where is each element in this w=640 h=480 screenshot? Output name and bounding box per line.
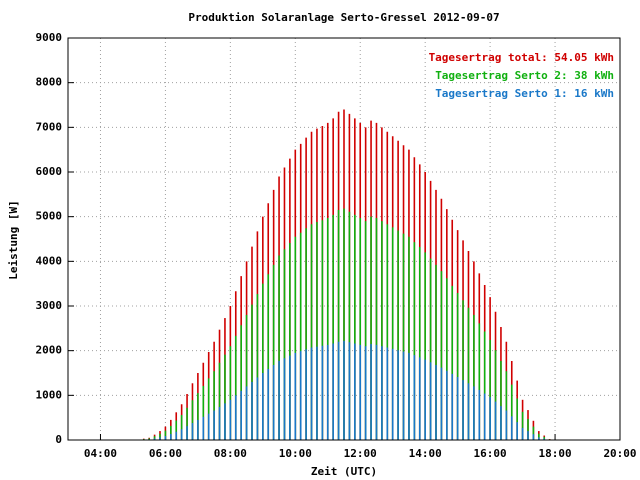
y-tick-label: 3000 — [36, 299, 63, 312]
x-axis-label: Zeit (UTC) — [311, 465, 377, 478]
legend-entry: Tagesertrag Serto 2: 38 kWh — [435, 69, 614, 82]
x-tick-label: 10:00 — [279, 447, 312, 460]
y-tick-label: 5000 — [36, 210, 63, 223]
x-tick-label: 20:00 — [603, 447, 636, 460]
x-tick-label: 18:00 — [538, 447, 571, 460]
y-tick-label: 6000 — [36, 165, 63, 178]
y-tick-label: 7000 — [36, 120, 63, 133]
y-tick-label: 1000 — [36, 388, 63, 401]
y-tick-label: 2000 — [36, 344, 63, 357]
x-tick-label: 06:00 — [149, 447, 182, 460]
y-axis-label: Leistung [W] — [7, 200, 20, 279]
x-tick-label: 12:00 — [344, 447, 377, 460]
x-tick-label: 14:00 — [409, 447, 442, 460]
legend-entry: Tagesertrag total: 54.05 kWh — [429, 51, 614, 64]
plot-frame — [67, 37, 621, 441]
chart-title: Produktion Solaranlage Serto-Gressel 201… — [188, 11, 499, 24]
y-tick-label: 8000 — [36, 76, 63, 89]
y-tick-label: 9000 — [36, 31, 63, 44]
x-tick-label: 16:00 — [474, 447, 507, 460]
y-tick-label: 4000 — [36, 254, 63, 267]
legend-entry: Tagesertrag Serto 1: 16 kWh — [435, 87, 614, 100]
x-tick-label: 04:00 — [84, 447, 117, 460]
x-tick-label: 08:00 — [214, 447, 247, 460]
y-tick-label: 0 — [55, 433, 62, 446]
